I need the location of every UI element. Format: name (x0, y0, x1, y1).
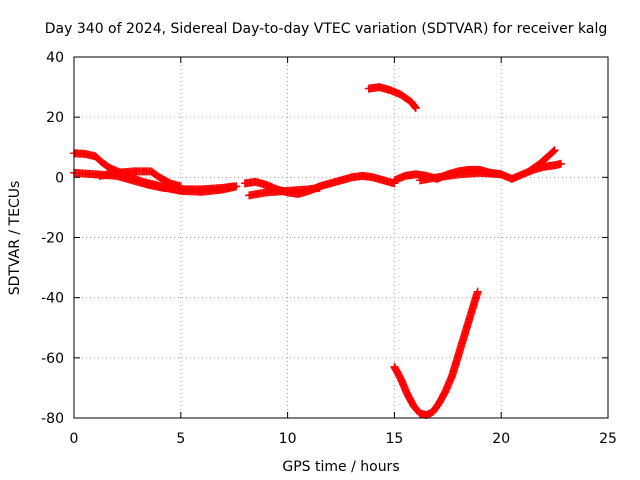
x-tick-label: 20 (492, 431, 510, 447)
chart-title: Day 340 of 2024, Sidereal Day-to-day VTE… (45, 21, 607, 37)
y-tick-label: -60 (41, 351, 64, 367)
y-axis-title: SDTVAR / TECUs (7, 181, 23, 296)
data-point (557, 159, 566, 168)
y-tick-label: -20 (41, 231, 64, 247)
x-tick-label: 10 (279, 431, 297, 447)
y-tick-label: -80 (41, 411, 64, 427)
y-tick-label: 40 (46, 50, 64, 66)
data-point (410, 102, 419, 111)
series-trace-e (245, 183, 324, 200)
series-trace-j (390, 287, 482, 419)
series-trace-i (364, 83, 420, 113)
data-point (411, 104, 420, 113)
data-point (473, 287, 482, 296)
x-axis-title: GPS time / hours (282, 459, 399, 475)
y-tick-label: 20 (46, 110, 64, 126)
y-tick-label: -40 (41, 291, 64, 307)
data-point (497, 170, 506, 179)
y-tick-label: 0 (55, 170, 64, 186)
x-tick-label: 15 (385, 431, 403, 447)
series-trace-h (524, 146, 559, 176)
data-point (176, 182, 185, 191)
axis-ticks: 0 5 10 15 20 25 -80 -60 -40 -20 0 20 40 (41, 50, 617, 447)
data-point (550, 146, 559, 155)
series-trace-c (95, 167, 185, 191)
x-tick-label: 25 (599, 431, 617, 447)
data-point (315, 183, 324, 192)
data-points (70, 83, 566, 419)
grid (74, 57, 608, 418)
x-tick-label: 0 (70, 431, 79, 447)
data-point (230, 182, 239, 191)
data-point (549, 147, 558, 156)
series-trace-g (416, 168, 506, 185)
x-tick-label: 5 (176, 431, 185, 447)
